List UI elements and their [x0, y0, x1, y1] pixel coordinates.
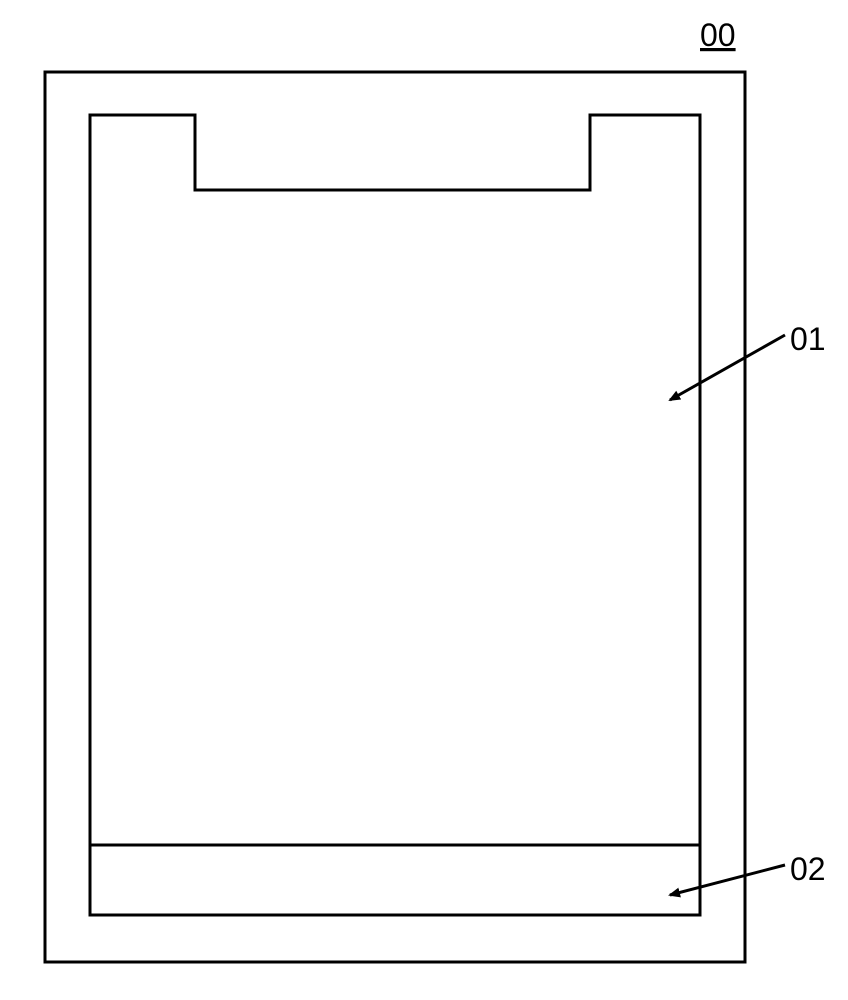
- callout-label-02: 02: [790, 851, 826, 887]
- bottom-bar-region: [90, 845, 700, 915]
- callout-label-01: 01: [790, 321, 826, 357]
- diagram-svg: 00 01 02: [0, 0, 848, 1000]
- callout-arrow-01: [670, 335, 785, 400]
- figure-id-label: 00: [700, 17, 736, 53]
- outer-frame: [45, 72, 745, 962]
- callout-arrow-02: [670, 865, 785, 895]
- inner-notched-region: [90, 115, 700, 845]
- diagram-canvas: 00 01 02: [0, 0, 848, 1000]
